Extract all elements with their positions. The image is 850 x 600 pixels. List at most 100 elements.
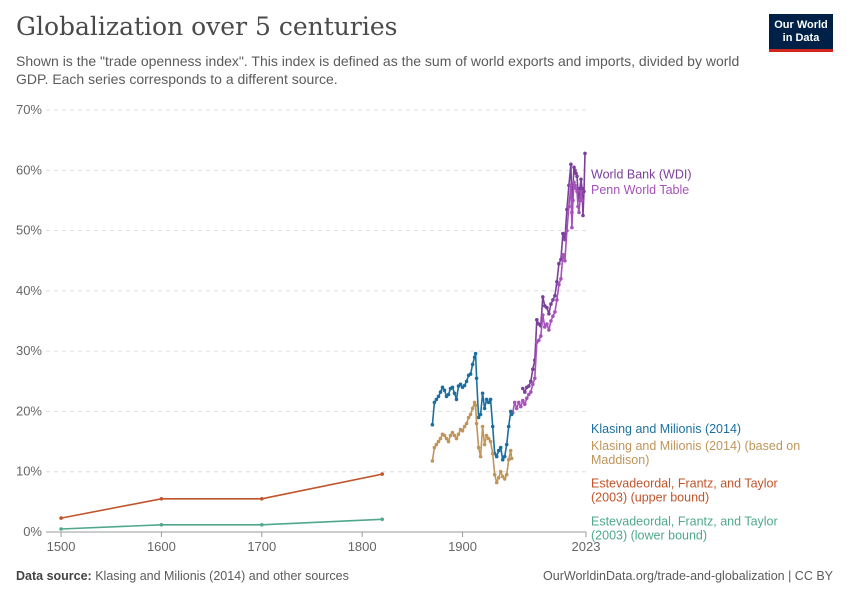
data-point[interactable] [583, 151, 587, 156]
data-point[interactable] [260, 523, 264, 527]
data-point[interactable] [440, 385, 445, 390]
data-point[interactable] [474, 421, 479, 426]
data-point[interactable] [561, 252, 565, 257]
data-point[interactable] [474, 376, 479, 381]
data-point[interactable] [496, 475, 501, 480]
data-point[interactable] [582, 189, 586, 194]
data-point[interactable] [442, 388, 447, 393]
data-point[interactable] [569, 183, 573, 188]
data-point[interactable] [380, 472, 385, 476]
data-point[interactable] [553, 310, 557, 314]
data-point[interactable] [519, 404, 523, 409]
data-point[interactable] [482, 442, 487, 447]
data-point[interactable] [575, 189, 579, 194]
data-point[interactable] [580, 186, 584, 191]
data-point[interactable] [436, 394, 441, 399]
data-point[interactable] [472, 355, 477, 360]
data-point[interactable] [476, 415, 481, 420]
data-point[interactable] [509, 412, 514, 417]
data-point[interactable] [543, 325, 547, 329]
data-point[interactable] [476, 445, 481, 450]
data-point[interactable] [559, 277, 563, 281]
data-point[interactable] [569, 162, 573, 167]
data-point[interactable] [535, 318, 539, 322]
data-point[interactable] [432, 400, 437, 405]
data-point[interactable] [557, 283, 561, 287]
data-point[interactable] [432, 445, 437, 450]
data-point[interactable] [545, 322, 549, 326]
data-point[interactable] [430, 422, 435, 427]
data-point[interactable] [533, 376, 537, 381]
data-point[interactable] [490, 424, 495, 429]
data-point[interactable] [573, 183, 577, 188]
data-point[interactable] [473, 351, 478, 356]
data-point[interactable] [572, 180, 576, 185]
data-point[interactable] [494, 480, 499, 485]
series-label-1[interactable]: Penn World Table [591, 183, 689, 197]
data-point[interactable] [494, 454, 499, 459]
data-point[interactable] [551, 298, 555, 302]
data-point[interactable] [458, 382, 463, 387]
data-point[interactable] [446, 439, 451, 444]
data-point[interactable] [563, 258, 567, 263]
data-point[interactable] [490, 451, 495, 456]
data-point[interactable] [478, 454, 483, 459]
data-point[interactable] [500, 474, 505, 479]
data-point[interactable] [450, 385, 455, 390]
data-point[interactable] [547, 312, 551, 316]
data-point[interactable] [446, 392, 451, 397]
data-point[interactable] [484, 397, 489, 402]
data-point[interactable] [517, 400, 521, 405]
data-point[interactable] [436, 439, 441, 444]
data-point[interactable] [380, 517, 385, 522]
series-line-5[interactable] [61, 518, 383, 530]
data-point[interactable] [468, 412, 473, 417]
data-point[interactable] [514, 406, 519, 411]
data-point[interactable] [502, 454, 507, 459]
data-point[interactable] [464, 421, 469, 426]
data-point[interactable] [574, 171, 578, 176]
data-point[interactable] [529, 390, 533, 394]
data-point[interactable] [541, 313, 545, 317]
data-point[interactable] [561, 231, 565, 236]
data-point[interactable] [525, 396, 529, 401]
data-point[interactable] [581, 213, 585, 218]
data-point[interactable] [527, 392, 531, 397]
series-line-2[interactable] [431, 352, 513, 461]
data-point[interactable] [580, 198, 584, 203]
data-point[interactable] [506, 424, 511, 429]
data-point[interactable] [577, 210, 581, 215]
data-point[interactable] [575, 174, 579, 179]
data-point[interactable] [571, 198, 575, 203]
data-point[interactable] [498, 445, 503, 450]
data-point[interactable] [553, 293, 557, 298]
data-point[interactable] [450, 430, 455, 435]
data-point[interactable] [456, 432, 461, 437]
data-point[interactable] [452, 433, 457, 438]
data-point[interactable] [531, 382, 535, 387]
data-point[interactable] [547, 328, 551, 332]
owid-logo[interactable]: Our World in Data [769, 14, 833, 52]
data-point[interactable] [579, 189, 583, 194]
data-point[interactable] [442, 433, 447, 438]
data-point[interactable] [570, 225, 574, 230]
data-source-text[interactable]: Klasing and Milionis (2014) and other so… [95, 569, 349, 583]
data-point[interactable] [438, 436, 443, 441]
data-point[interactable] [572, 165, 576, 170]
data-point[interactable] [506, 457, 511, 462]
data-point[interactable] [434, 442, 439, 447]
data-point[interactable] [531, 367, 535, 372]
data-point[interactable] [549, 319, 553, 323]
data-point[interactable] [468, 372, 473, 376]
data-point[interactable] [555, 280, 559, 284]
data-point[interactable] [470, 362, 475, 367]
data-point[interactable] [462, 424, 467, 429]
series-label-0[interactable]: World Bank (WDI) [591, 168, 691, 182]
data-point[interactable] [541, 295, 545, 299]
data-point[interactable] [521, 398, 525, 403]
data-point[interactable] [466, 415, 471, 420]
data-point[interactable] [521, 386, 525, 391]
data-point[interactable] [488, 439, 493, 444]
data-point[interactable] [509, 456, 514, 461]
series-line-1[interactable] [511, 181, 583, 413]
